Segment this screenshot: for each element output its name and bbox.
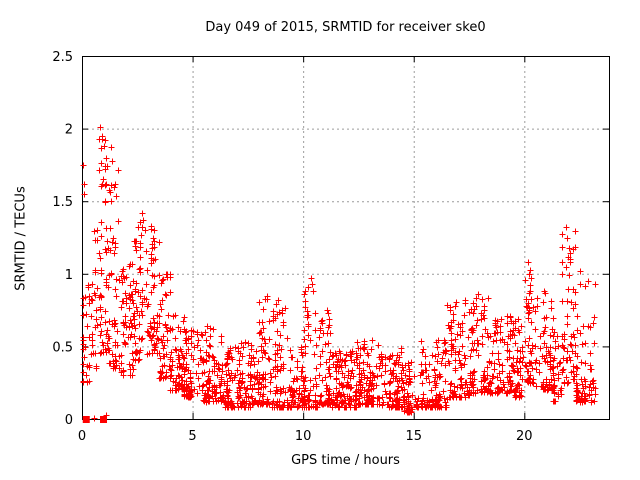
x-tick-label: 20 [516, 429, 533, 444]
y-tick-label: 1 [65, 268, 73, 283]
x-tick-label: 5 [188, 429, 196, 444]
scatter-points [80, 124, 599, 422]
y-tick-label: 0 [65, 413, 73, 428]
chart-title: Day 049 of 2015, SRMTID for receiver ske… [205, 20, 486, 35]
x-tick-label: 10 [295, 429, 312, 444]
y-tick-label: 1.5 [52, 195, 73, 210]
plot-border [82, 56, 610, 420]
y-tick-label: 2 [65, 123, 73, 138]
x-axis-label: GPS time / hours [291, 453, 400, 468]
x-tick-label: 15 [405, 429, 422, 444]
zero-square-point [82, 416, 90, 423]
y-tick-label: 2.5 [52, 50, 73, 65]
y-tick-label: 0.5 [52, 340, 73, 355]
x-tick-label: 0 [78, 429, 86, 444]
zero-square-point [100, 416, 108, 423]
